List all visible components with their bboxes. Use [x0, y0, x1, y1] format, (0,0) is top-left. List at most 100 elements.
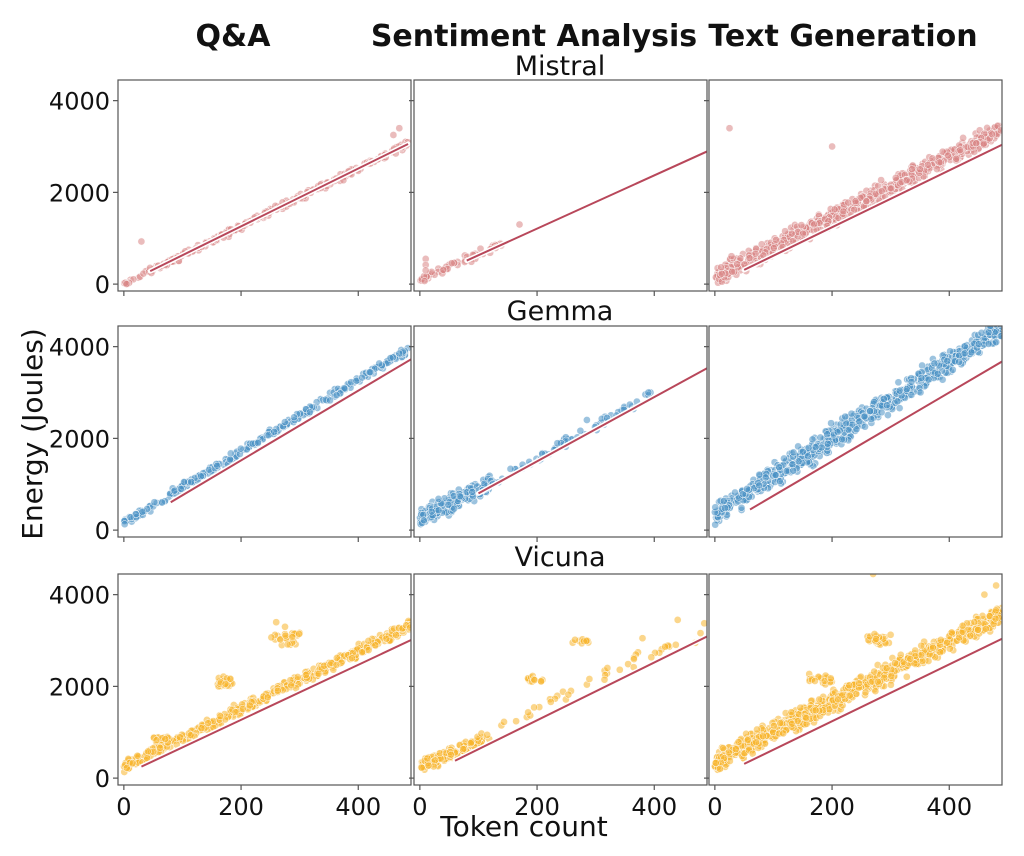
data-point — [366, 368, 374, 377]
data-point — [997, 332, 1002, 340]
data-point — [459, 745, 467, 753]
data-point — [966, 631, 975, 640]
outlier-point — [421, 266, 430, 275]
data-point — [908, 165, 916, 174]
data-point — [221, 680, 230, 688]
data-point — [733, 260, 741, 268]
panel-frame — [117, 573, 412, 786]
data-point — [956, 146, 964, 155]
y-tick-label: 0 — [95, 517, 110, 545]
data-point — [293, 673, 302, 681]
data-point — [711, 759, 720, 767]
data-point — [736, 254, 745, 263]
y-tick-label: 0 — [95, 765, 110, 793]
y-tick-label: 2000 — [49, 179, 110, 207]
data-point — [882, 401, 891, 410]
data-point — [743, 736, 752, 745]
data-point — [855, 679, 863, 688]
data-point — [447, 750, 455, 759]
data-point — [891, 173, 900, 182]
data-point — [857, 672, 865, 681]
x-tick-label: 400 — [926, 793, 972, 821]
fit-line — [477, 367, 707, 495]
data-point — [358, 373, 366, 382]
data-point — [152, 736, 161, 745]
outlier-point — [603, 664, 612, 672]
data-point — [231, 708, 240, 716]
data-point — [891, 659, 899, 667]
data-point — [156, 744, 164, 752]
data-point — [647, 653, 656, 662]
panel-mistral-sentiment-analysis — [409, 79, 708, 296]
row-title-gemma: Gemma — [507, 296, 614, 327]
outlier-point — [583, 416, 591, 424]
data-point — [811, 677, 819, 685]
column-title-text-generation: Text Generation — [708, 19, 977, 54]
data-point — [788, 460, 797, 469]
data-point — [808, 435, 817, 444]
points-gemma-text-generation — [711, 326, 1002, 529]
data-point — [797, 221, 806, 229]
data-point — [844, 426, 853, 434]
points-mistral-q-a — [120, 124, 411, 288]
data-point — [933, 369, 942, 378]
column-title-sentiment-analysis: Sentiment Analysis — [371, 19, 697, 54]
data-point — [852, 425, 861, 434]
data-point — [506, 465, 515, 473]
data-point — [787, 708, 796, 717]
data-point — [364, 637, 373, 645]
outlier-point — [725, 124, 734, 133]
data-point — [371, 641, 380, 650]
data-point — [776, 719, 785, 727]
x-tick-label: 400 — [631, 793, 677, 821]
data-point — [930, 359, 939, 368]
data-point — [553, 439, 562, 448]
data-point — [802, 714, 811, 722]
data-point — [447, 259, 456, 268]
data-point — [187, 478, 195, 486]
column-title-qa: Q&A — [196, 19, 272, 54]
data-point — [466, 739, 475, 748]
points-vicuna-sentiment-analysis — [417, 616, 707, 774]
data-point — [775, 463, 783, 472]
panel-gemma-sentiment-analysis — [409, 325, 708, 542]
data-point — [530, 703, 538, 712]
data-point — [873, 677, 882, 686]
data-point — [671, 640, 680, 649]
data-point — [283, 640, 292, 649]
fit-line — [454, 635, 707, 762]
data-point — [302, 671, 310, 679]
data-point — [158, 498, 166, 507]
data-point — [483, 731, 492, 739]
data-point — [955, 633, 964, 642]
data-point — [938, 375, 947, 384]
data-point — [727, 252, 736, 261]
row-title-vicuna: Vicuna — [515, 542, 606, 573]
outlier-point — [980, 590, 989, 599]
panel-mistral-text-generation — [704, 79, 1003, 296]
data-point — [917, 641, 926, 650]
data-point — [872, 635, 880, 643]
x-tick-label: 0 — [412, 793, 427, 821]
data-point — [661, 642, 669, 651]
data-point — [855, 417, 864, 426]
data-point — [755, 481, 764, 490]
x-tick-label: 200 — [514, 793, 560, 821]
data-point — [150, 498, 159, 507]
data-point — [780, 454, 788, 463]
fit-line — [466, 150, 707, 262]
data-point — [180, 478, 188, 486]
data-point — [728, 267, 737, 276]
outlier-point — [515, 220, 524, 229]
data-point — [827, 419, 835, 428]
panel-frame — [708, 325, 1003, 538]
data-point — [770, 721, 778, 730]
panel-vicuna-text-generation: 0 200 400 — [704, 573, 1003, 821]
data-point — [967, 348, 976, 357]
y-tick-label: 4000 — [49, 334, 110, 362]
data-point — [996, 126, 1002, 135]
data-point — [830, 205, 839, 214]
data-point — [745, 254, 754, 262]
outlier-point — [281, 622, 289, 631]
data-point — [332, 661, 341, 669]
